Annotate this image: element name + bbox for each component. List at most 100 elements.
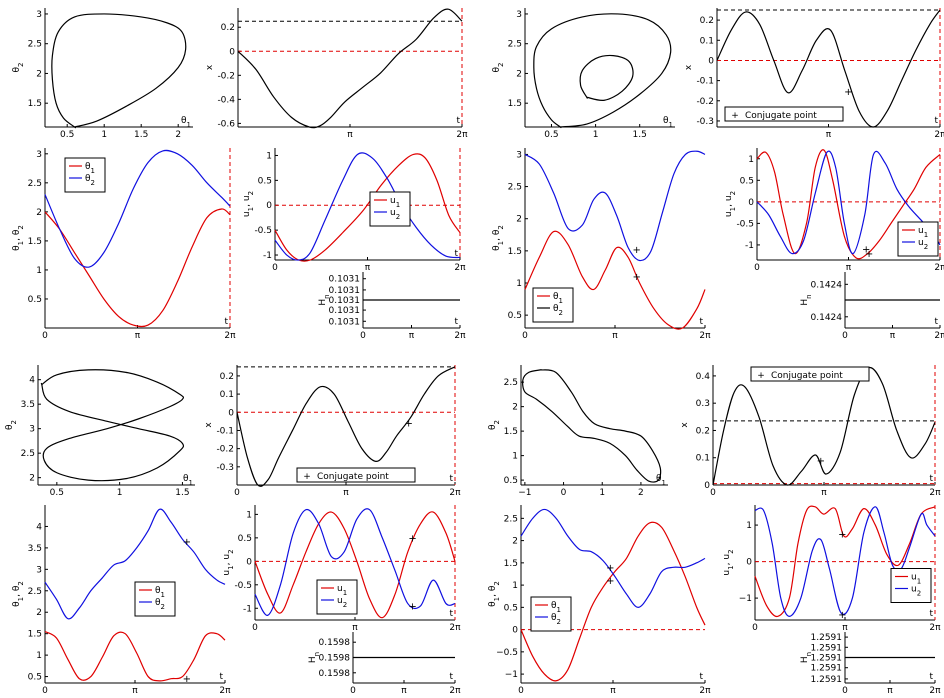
x-tick-label: 2π [224, 331, 236, 341]
x-tick-label: π [842, 623, 848, 633]
x-axis-label: t [934, 317, 938, 327]
series-line-2 [520, 508, 706, 608]
subplot-B2: π 2π -0.3 -0.2 -0.1 0 0.1 0.2 t x + + Conjugate poin… [684, 8, 944, 140]
y-axis-label: θ1, θ2 [492, 225, 505, 251]
x-tick-label: π [409, 331, 415, 341]
x-tick-label: 0.5 [544, 130, 558, 140]
series-line-1 [44, 630, 226, 682]
y-tick-label: 1.2591 [811, 675, 843, 685]
y-tick-label: -0.2 [217, 71, 235, 81]
y-tick-label: 0.1 [220, 390, 234, 400]
x-tick-label: 0 [42, 331, 48, 341]
y-tick-label: 0.1424 [811, 280, 843, 290]
y-tick-label: 0.5 [238, 534, 252, 544]
x-tick-label: 2π [449, 623, 461, 633]
y-tick-label: 2 [36, 208, 42, 218]
x-tick-label: 0 [561, 488, 567, 498]
x-tick-label: π [826, 130, 832, 140]
y-tick-label: 3 [36, 150, 42, 160]
legend-label: Conjugate point [771, 371, 843, 381]
y-axis-label: x [684, 64, 694, 70]
x-axis-label: t [929, 672, 933, 682]
y-tick-label: -0.2 [216, 445, 234, 455]
x-tick-label: π [135, 331, 141, 341]
legend-label: θ1 [85, 162, 95, 175]
y-tick-label: 0.1598 [319, 669, 351, 679]
subplot-B1: 0.5 1 1.5 1.5 2 2.5 3 θ1 θ2 [492, 8, 675, 140]
y-tick-label: -1 [263, 251, 272, 261]
x-tick-label: π [132, 686, 138, 696]
y-tick-label: 0.5 [504, 476, 518, 486]
y-axis-label: Hn [800, 294, 813, 305]
legend-box [530, 596, 572, 632]
x-tick-label: 0 [252, 623, 258, 633]
legend-label: u2 [390, 208, 400, 221]
y-tick-label: 1.5 [504, 559, 518, 569]
y-tick-label: 3.5 [28, 544, 42, 554]
x-tick-label: 0 [234, 488, 240, 498]
conjugate-point-marker: + [862, 245, 870, 256]
y-tick-label: -0.1 [696, 77, 714, 87]
y-tick-label: 0 [704, 481, 710, 491]
y-tick-label: 1.5 [508, 99, 522, 109]
y-tick-label: 0 [708, 56, 714, 66]
y-tick-label: -0.3 [216, 463, 234, 473]
conjugate-point-marker: + [183, 674, 191, 685]
series-line-1 [236, 366, 456, 487]
y-tick-label: 0.5 [740, 176, 754, 186]
subplot-C5: 0 π 2π 0.1598 0.1598 0.1598 t Hn [308, 632, 461, 696]
y-tick-label: 2.5 [508, 40, 522, 50]
y-tick-label: 0.4 [696, 372, 711, 382]
x-tick-label: π [365, 263, 371, 273]
y-tick-label: 0.2 [700, 16, 714, 26]
y-tick-label: 2.5 [504, 514, 518, 524]
legend-label: u1 [337, 584, 347, 597]
legend-marker: + [303, 472, 311, 482]
legend-box [724, 106, 844, 122]
y-tick-label: 1 [36, 266, 42, 276]
y-tick-label: 1.2591 [811, 643, 843, 653]
legend-label: θ2 [155, 598, 165, 611]
y-tick-label: 0 [748, 198, 754, 208]
y-tick-label: 1.2591 [811, 654, 843, 664]
x-axis-label: t [449, 474, 453, 484]
series-line-1 [237, 8, 463, 129]
legend-label: θ2 [553, 304, 563, 317]
legend-label: u1 [911, 573, 921, 586]
x-tick-label: −1 [518, 488, 531, 498]
series-line-1 [716, 9, 941, 128]
x-tick-label: π [610, 686, 616, 696]
legend-marker: + [757, 371, 765, 381]
x-tick-label: 0.5 [60, 130, 74, 140]
subplot-B5: 0 π 2π 0.1424 0.1424 t Hn [800, 272, 944, 341]
series-line-2 [579, 54, 634, 102]
x-axis-label: t [929, 474, 933, 484]
y-tick-label: 0.2 [220, 372, 234, 382]
x-tick-label: 2 [638, 488, 644, 498]
y-tick-label: 2 [512, 537, 518, 547]
x-tick-label: 2π [454, 331, 466, 341]
y-tick-label: 0.5 [508, 311, 522, 321]
x-tick-label: π [890, 331, 896, 341]
y-tick-label: 1 [748, 155, 754, 165]
y-tick-label: 1.5 [28, 630, 42, 640]
series-line-2 [274, 152, 461, 261]
y-tick-label: 3 [29, 425, 35, 435]
x-tick-label: 0 [360, 331, 366, 341]
x-tick-label: π [352, 623, 358, 633]
y-axis-label: u1, u2 [724, 191, 737, 217]
x-tick-label: π [887, 686, 893, 696]
x-tick-label: 1 [599, 488, 605, 498]
y-tick-label: 2.5 [21, 449, 35, 459]
series-line-1 [533, 13, 672, 129]
legend-box [369, 191, 411, 227]
y-axis-label: Hn [800, 652, 813, 663]
